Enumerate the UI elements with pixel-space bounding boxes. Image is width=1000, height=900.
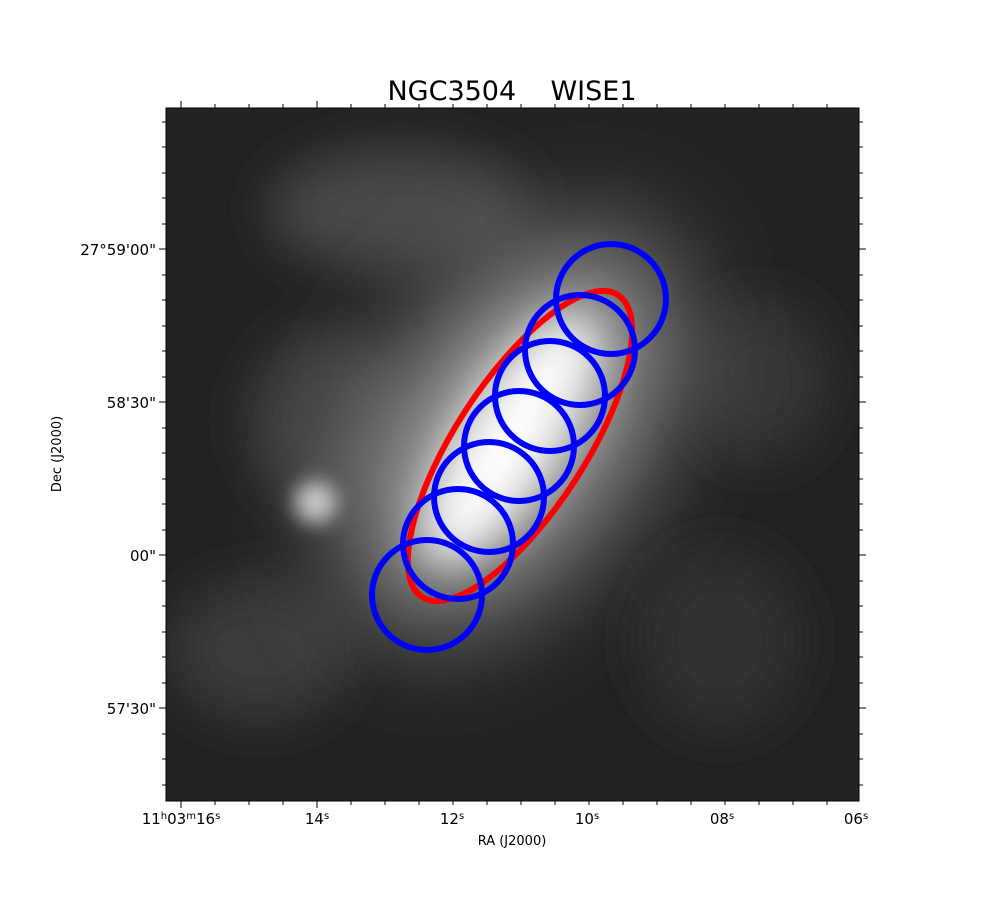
dec-tick-label-1: 58'30"	[107, 394, 156, 412]
ra-tick-label-5: 06s	[844, 810, 868, 828]
plot-title: NGC3504 WISE1	[387, 76, 636, 107]
aperture-circle	[369, 537, 485, 653]
x-axis-title: RA (J2000)	[478, 834, 547, 849]
ra-tick-label-0: 11h03m16s	[142, 810, 221, 828]
ra-tick-label-4: 08s	[710, 810, 734, 828]
dec-tick-label-3: 57'30"	[107, 700, 156, 718]
y-axis-title: Dec (J2000)	[50, 416, 65, 492]
dec-tick-label-0: 27°59'00"	[80, 241, 156, 259]
sky-image	[166, 108, 859, 801]
ra-tick-label-2: 12s	[440, 810, 464, 828]
plot-frame	[165, 107, 860, 802]
ra-tick-label-3: 10s	[575, 810, 599, 828]
galaxy-ellipse	[404, 287, 636, 605]
aperture-circles	[369, 241, 669, 653]
tick-marks	[159, 101, 866, 808]
dec-tick-label-2: 00"	[130, 547, 156, 565]
ra-tick-label-1: 14s	[305, 810, 329, 828]
field-star	[292, 478, 340, 526]
